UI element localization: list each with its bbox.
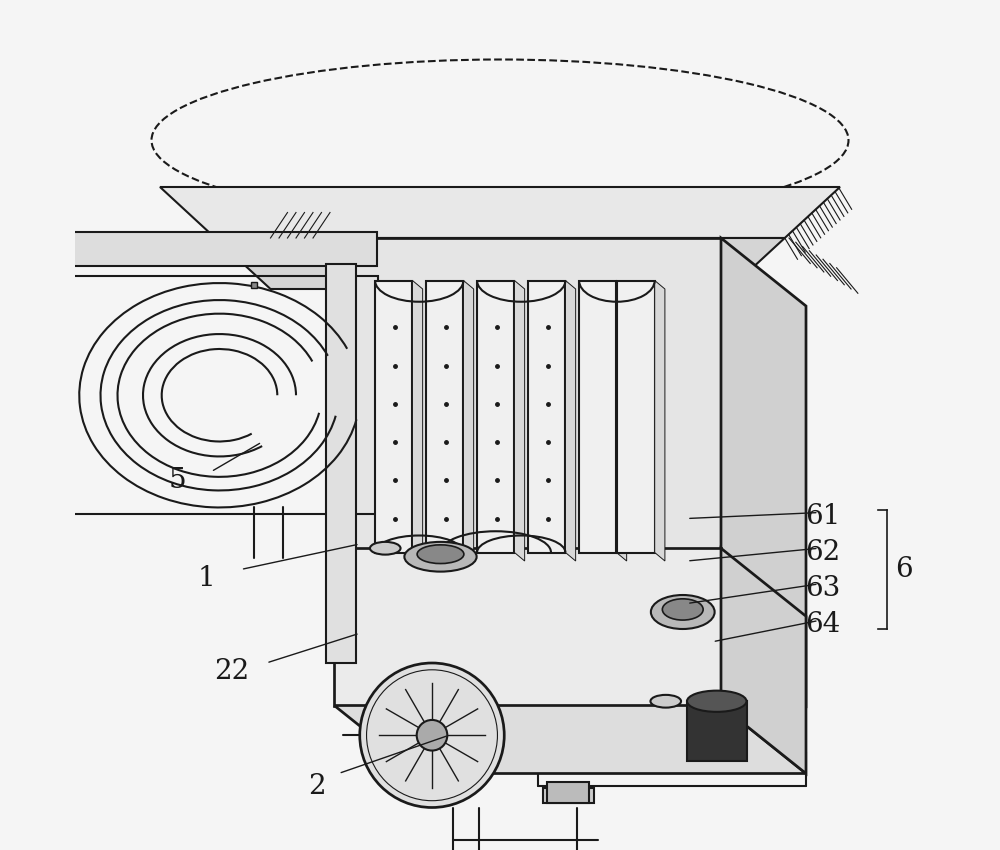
- Polygon shape: [326, 264, 356, 663]
- Text: 1: 1: [198, 564, 216, 592]
- Text: 5: 5: [168, 467, 186, 494]
- Polygon shape: [412, 280, 423, 561]
- Circle shape: [360, 663, 504, 808]
- Ellipse shape: [417, 545, 464, 564]
- Polygon shape: [721, 548, 806, 774]
- Polygon shape: [477, 280, 514, 552]
- Polygon shape: [463, 280, 474, 561]
- Polygon shape: [565, 280, 576, 561]
- Text: 64: 64: [805, 611, 841, 638]
- Polygon shape: [514, 280, 525, 561]
- Text: 6: 6: [895, 556, 913, 583]
- Circle shape: [417, 720, 447, 751]
- Text: 63: 63: [805, 575, 841, 602]
- Ellipse shape: [687, 690, 746, 712]
- Text: 2: 2: [308, 773, 326, 800]
- Polygon shape: [334, 638, 806, 706]
- Polygon shape: [655, 280, 665, 561]
- Polygon shape: [617, 280, 655, 552]
- Ellipse shape: [404, 542, 477, 572]
- Polygon shape: [334, 548, 721, 706]
- Text: 61: 61: [805, 503, 841, 530]
- Polygon shape: [334, 238, 721, 638]
- Polygon shape: [62, 232, 377, 266]
- Polygon shape: [27, 276, 61, 548]
- Polygon shape: [426, 280, 463, 552]
- Bar: [543, 788, 594, 803]
- Ellipse shape: [651, 595, 715, 629]
- Text: 22: 22: [215, 658, 250, 685]
- Polygon shape: [160, 187, 840, 238]
- Polygon shape: [721, 238, 806, 706]
- Ellipse shape: [650, 695, 681, 707]
- Bar: [687, 701, 746, 761]
- Polygon shape: [528, 280, 565, 552]
- Text: 62: 62: [805, 539, 841, 566]
- Bar: [547, 782, 589, 803]
- Bar: [61, 276, 378, 514]
- Polygon shape: [375, 280, 412, 552]
- Ellipse shape: [662, 599, 703, 620]
- Ellipse shape: [370, 542, 401, 555]
- Polygon shape: [334, 706, 806, 774]
- Polygon shape: [616, 280, 627, 561]
- Polygon shape: [215, 238, 785, 289]
- Polygon shape: [579, 280, 616, 552]
